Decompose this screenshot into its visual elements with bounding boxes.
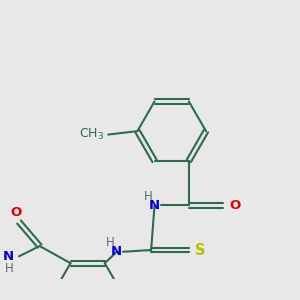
- Text: N: N: [3, 250, 14, 263]
- Text: N: N: [111, 245, 122, 258]
- Text: N: N: [148, 199, 160, 212]
- Text: H: H: [5, 262, 14, 275]
- Text: O: O: [229, 199, 241, 212]
- Text: O: O: [10, 206, 21, 219]
- Text: CH$_3$: CH$_3$: [79, 127, 104, 142]
- Text: H: H: [106, 236, 115, 249]
- Text: S: S: [195, 242, 206, 257]
- Text: H: H: [144, 190, 153, 203]
